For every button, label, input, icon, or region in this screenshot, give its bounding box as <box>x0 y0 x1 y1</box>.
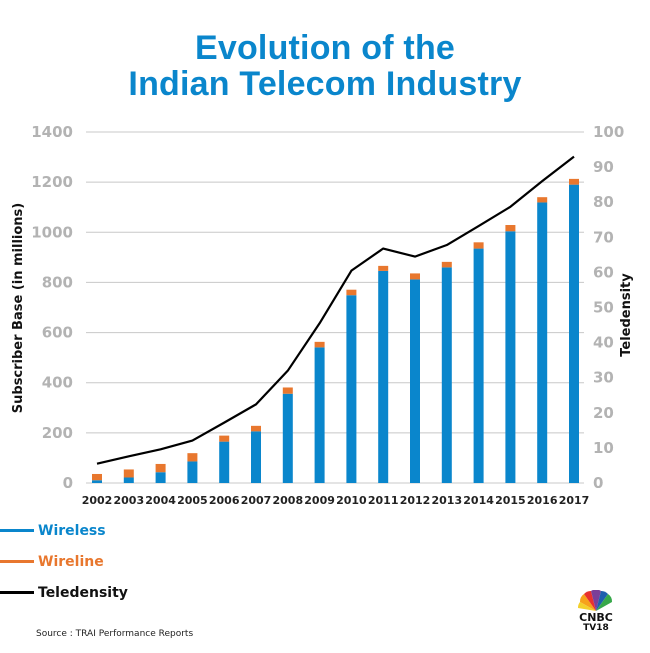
wireless-bar <box>569 184 579 483</box>
wireless-bar <box>314 347 325 483</box>
x-tick-label: 2016 <box>527 494 558 507</box>
legend-item-wireline: Wireline <box>0 546 128 577</box>
peacock-icon <box>577 590 613 611</box>
wireless-bar <box>92 480 102 483</box>
x-tick-label: 2003 <box>113 494 144 507</box>
x-tick-label: 2011 <box>368 494 399 507</box>
chart-title: Evolution of the Indian Telecom Industry <box>0 30 650 102</box>
wireline-bar <box>219 435 230 442</box>
left-axis-title: Subscriber Base (in millions) <box>11 203 26 413</box>
left-tick-label: 0 <box>63 474 73 492</box>
logo-text-line1: CNBC <box>579 611 613 624</box>
wireless-bar <box>123 477 134 483</box>
wireless-bar <box>505 231 516 483</box>
left-tick-label: 1400 <box>31 123 73 141</box>
wireless-bar <box>219 441 230 483</box>
x-tick-label: 2014 <box>463 494 494 507</box>
wireline-bar <box>314 341 325 348</box>
source-note: Source : TRAI Performance Reports <box>36 629 194 639</box>
wireline-bar <box>155 463 166 473</box>
wireline-legend-label: Wireline <box>38 553 104 570</box>
wireline-bar <box>441 261 452 268</box>
right-axis-ticks: 0 10 20 30 40 50 60 70 80 90 100 <box>593 123 624 492</box>
x-tick-label: 2005 <box>177 494 208 507</box>
wireline-bar <box>473 242 484 249</box>
wireline-bar <box>537 197 548 203</box>
wireline-legend-swatch <box>0 560 34 563</box>
left-tick-label: 400 <box>42 374 73 392</box>
x-tick-label: 2008 <box>272 494 303 507</box>
legend: Wireless Wireline Teledensity <box>0 515 128 608</box>
right-tick-label: 80 <box>593 193 614 211</box>
wireless-bar <box>155 472 166 483</box>
wireline-bar <box>282 387 293 394</box>
legend-item-wireless: Wireless <box>0 515 128 546</box>
right-tick-label: 0 <box>593 474 603 492</box>
x-tick-label: 2010 <box>336 494 367 507</box>
wireless-bar <box>282 393 293 483</box>
right-axis-title: Teledensity <box>619 273 634 357</box>
right-tick-label: 100 <box>593 123 624 141</box>
right-tick-label: 90 <box>593 158 614 176</box>
left-tick-label: 200 <box>42 424 73 442</box>
x-axis-ticks: 2002 2003 2004 2005 2006 2007 2008 2009 2010 2011… <box>82 494 590 507</box>
wireless-bar <box>441 267 452 483</box>
bars <box>92 178 579 483</box>
left-tick-label: 800 <box>42 273 73 291</box>
right-tick-label: 60 <box>593 263 614 281</box>
wireless-bar <box>473 248 484 483</box>
teledensity-line-group <box>96 155 575 465</box>
teledensity-legend-label: Teledensity <box>38 584 128 601</box>
x-tick-label: 2002 <box>82 494 113 507</box>
wireless-legend-label: Wireless <box>38 522 106 539</box>
right-tick-label: 20 <box>593 404 614 422</box>
x-tick-label: 2006 <box>209 494 240 507</box>
cnbc-tv18-logo: CNBC TV18 <box>574 590 618 636</box>
wireline-bar <box>505 225 516 232</box>
wireless-bar <box>410 279 420 483</box>
right-tick-label: 10 <box>593 439 614 457</box>
wireline-bar <box>251 425 261 432</box>
title-line-1: Evolution of the <box>194 29 456 67</box>
legend-item-teledensity: Teledensity <box>0 577 128 608</box>
wireless-bar <box>187 461 198 483</box>
x-tick-label: 2007 <box>241 494 272 507</box>
logo-text-line2: TV18 <box>583 623 609 633</box>
wireless-legend-swatch <box>0 529 34 532</box>
right-tick-label: 50 <box>593 299 614 317</box>
wireline-bar <box>346 289 357 296</box>
x-tick-label: 2004 <box>145 494 176 507</box>
wireline-bar <box>569 178 579 185</box>
wireline-bar <box>410 273 420 280</box>
x-tick-label: 2009 <box>304 494 335 507</box>
left-axis-ticks: 0 200 400 600 800 1000 1200 1400 <box>31 123 73 492</box>
teledensity-line <box>96 155 575 465</box>
gridlines <box>86 131 584 484</box>
wireline-bar <box>123 469 134 478</box>
wireline-bar <box>92 473 102 481</box>
x-tick-label: 2013 <box>431 494 462 507</box>
wireline-bar <box>378 265 389 271</box>
x-tick-label: 2015 <box>495 494 526 507</box>
left-tick-label: 600 <box>42 324 73 342</box>
x-tick-label: 2017 <box>559 494 590 507</box>
wireless-bar <box>346 295 357 483</box>
left-tick-label: 1200 <box>31 173 73 191</box>
right-tick-label: 30 <box>593 369 614 387</box>
wireline-bar <box>187 453 198 462</box>
x-tick-label: 2012 <box>400 494 431 507</box>
title-line-2: Indian Telecom Industry <box>128 65 522 103</box>
teledensity-legend-swatch <box>0 591 34 594</box>
right-tick-label: 70 <box>593 228 614 246</box>
wireless-bar <box>537 202 548 483</box>
right-tick-label: 40 <box>593 334 614 352</box>
wireless-bar <box>251 431 261 483</box>
left-tick-label: 1000 <box>31 223 73 241</box>
wireless-bar <box>378 270 389 483</box>
